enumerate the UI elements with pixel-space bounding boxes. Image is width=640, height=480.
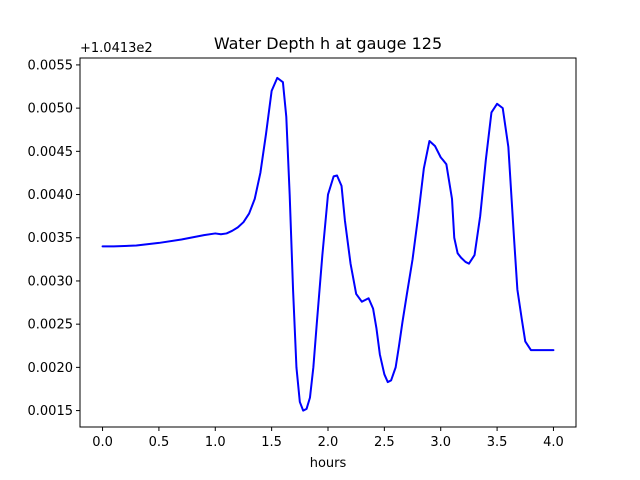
y-tick-label: 0.0025 xyxy=(28,318,74,333)
x-tick-label: 0.0 xyxy=(92,435,113,450)
y-tick-label: 0.0050 xyxy=(28,102,74,117)
x-tick-label: 1.5 xyxy=(261,435,282,450)
y-tick-label: 0.0015 xyxy=(28,404,74,419)
series-line-0 xyxy=(101,76,555,412)
y-tick-label: 0.0055 xyxy=(28,58,74,73)
y-offset-label: +1.0413e2 xyxy=(80,41,153,56)
y-tick-label: 0.0020 xyxy=(28,361,74,376)
x-tick-label: 4.0 xyxy=(543,435,564,450)
x-tick-label: 3.5 xyxy=(487,435,508,450)
x-tick-label: 2.5 xyxy=(374,435,395,450)
x-tick-label: 2.0 xyxy=(318,435,339,450)
y-tick-label: 0.0035 xyxy=(28,231,74,246)
y-tick-label: 0.0040 xyxy=(28,188,74,203)
chart-title: Water Depth h at gauge 125 xyxy=(214,34,442,53)
y-tick-label: 0.0030 xyxy=(28,274,74,289)
x-tick-label: 1.0 xyxy=(205,435,226,450)
y-tick-label: 0.0045 xyxy=(28,145,74,160)
x-tick-label: 0.5 xyxy=(149,435,170,450)
x-axis-label: hours xyxy=(310,456,347,471)
plot-area xyxy=(101,76,555,412)
x-tick-label: 3.0 xyxy=(430,435,451,450)
axes: 0.0 0.5 1.0 1.5 2.0 2.5 3.0 3.5 4.0 0.0015 0.0020 0… xyxy=(28,57,577,450)
